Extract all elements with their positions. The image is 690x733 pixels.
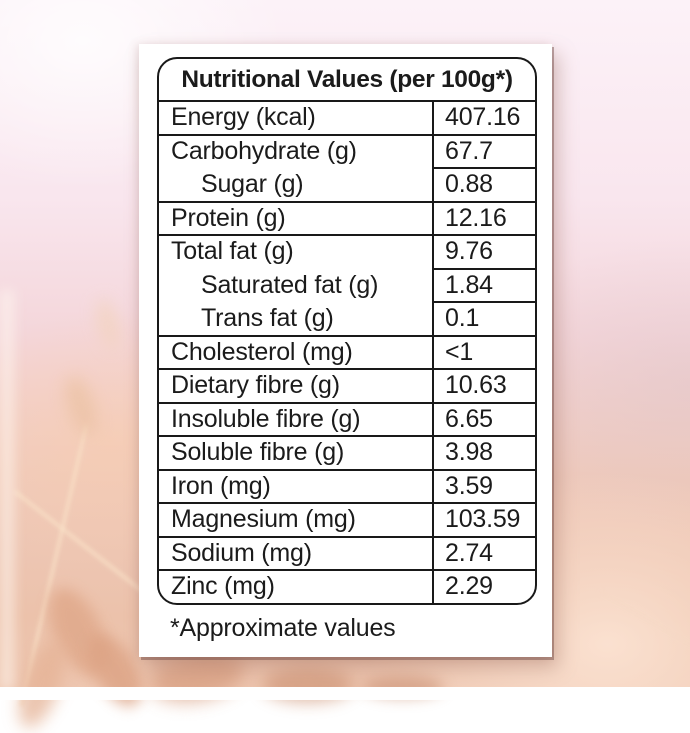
nutrient-value: 9.76 [432,234,535,268]
wheat-spikelet [59,372,103,440]
nutrient-label: Carbohydrate (g) [159,133,432,168]
bottom-border-strip [0,687,690,700]
wheat-stem [599,590,690,669]
nutrient-label: Iron (mg) [159,468,432,503]
table-row: Trans fat (g) 0.1 [159,301,535,335]
nutrient-value: 2.74 [432,535,535,569]
wheat-spikelet [37,579,119,686]
nutrient-value: 0.1 [432,301,535,335]
nutrient-value: 3.98 [432,435,535,469]
footnote: *Approximate values [170,614,396,642]
table-row: Magnesium (mg) 103.59 [159,502,535,536]
nutrient-label: Total fat (g) [159,234,432,268]
table-body: Energy (kcal) 407.16 Carbohydrate (g) 67.7 S… [159,100,535,603]
table-row: Energy (kcal) 407.16 [159,100,535,134]
nutrient-label: Dietary fibre (g) [159,368,432,402]
nutrient-value: 407.16 [432,100,535,134]
edge-highlight [0,290,14,690]
nutrition-label-card: Nutritional Values (per 100g*) Energy (k… [139,44,552,657]
nutrient-label: Zinc (mg) [159,569,432,603]
nutrient-value: 0.88 [432,167,535,201]
nutrient-label: Protein (g) [159,200,432,235]
nutrient-value: 10.63 [432,368,535,402]
nutrient-label: Saturated fat (g) [201,270,379,299]
wheat-spikelet [92,296,124,352]
nutrient-value: <1 [432,334,535,368]
nutrient-value: 3.59 [432,468,535,502]
table-row: Protein (g) 12.16 [159,200,535,235]
wheat-spikelet [9,634,75,733]
table-row: Dietary fibre (g) 10.63 [159,368,535,402]
nutrient-value: 12.16 [432,200,535,234]
nutrient-label: Energy (kcal) [159,100,432,134]
nutrient-value: 1.84 [432,267,535,301]
table-row: Insoluble fibre (g) 6.65 [159,401,535,436]
table-title: Nutritional Values (per 100g*) [181,65,513,93]
table-row: Carbohydrate (g) 67.7 [159,133,535,168]
nutrient-label: Soluble fibre (g) [159,435,432,469]
nutrient-value: 67.7 [432,133,535,167]
nutrient-value: 103.59 [432,502,535,536]
nutrient-label: Sodium (mg) [159,535,432,570]
table-row: Sodium (mg) 2.74 [159,535,535,570]
table-row: Saturated fat (g) 1.84 [159,267,535,301]
table-row: Soluble fibre (g) 3.98 [159,435,535,469]
nutrient-label: Insoluble fibre (g) [159,401,432,436]
table-row: Cholesterol (mg) <1 [159,334,535,369]
wheat-stem [19,423,89,707]
nutrient-value: 6.65 [432,401,535,435]
nutrient-label: Magnesium (mg) [159,502,432,536]
nutrient-label: Trans fat (g) [201,304,334,333]
nutrient-label: Sugar (g) [201,170,304,199]
table-row: Zinc (mg) 2.29 [159,569,535,603]
table-row: Iron (mg) 3.59 [159,468,535,503]
table-row: Sugar (g) 0.88 [159,167,535,201]
nutrient-label: Cholesterol (mg) [159,334,432,369]
table-row: Total fat (g) 9.76 [159,234,535,268]
nutrient-value: 2.29 [432,569,535,603]
nutrition-table: Nutritional Values (per 100g*) Energy (k… [157,57,537,605]
